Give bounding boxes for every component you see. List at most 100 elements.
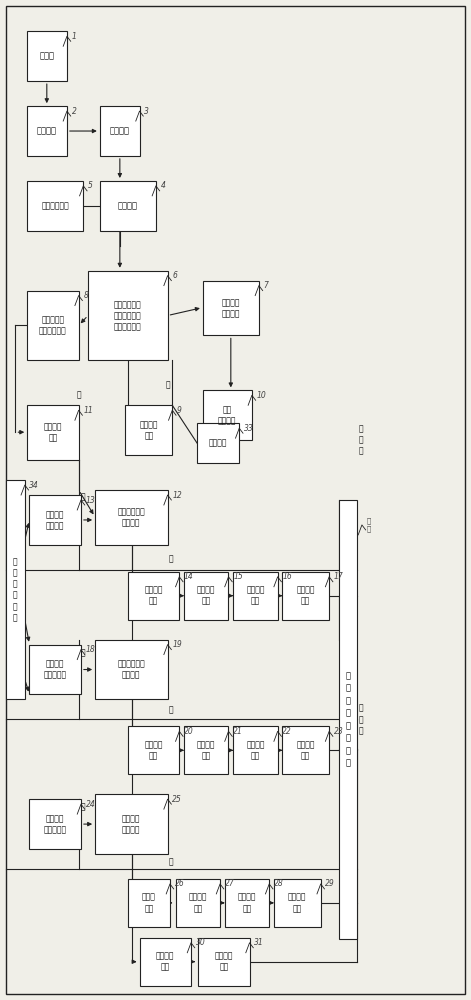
FancyBboxPatch shape [27,181,83,231]
FancyBboxPatch shape [95,490,168,545]
FancyBboxPatch shape [6,480,25,699]
Text: 7: 7 [264,281,268,290]
Text: 6: 6 [172,271,177,280]
Text: 二级常温气液
分离装置: 二级常温气液 分离装置 [117,659,145,680]
Text: 成品收集
装置: 成品收集 装置 [296,586,315,606]
Text: 杂质过滤
装置: 杂质过滤 装置 [238,893,256,913]
Text: 17: 17 [334,572,343,581]
Text: 液: 液 [169,857,173,866]
Text: 一裂解液
体循环装置: 一裂解液 体循环装置 [44,814,67,834]
Text: 12: 12 [172,491,182,500]
Text: 常温接热
装置: 常温接热 装置 [144,740,163,760]
FancyBboxPatch shape [88,271,168,360]
Text: 31: 31 [254,938,264,947]
Text: 26: 26 [175,879,184,888]
Text: 稀疏气液
分离装置: 稀疏气液 分离装置 [122,814,140,834]
Text: 尾气处理
装置: 尾气处理 装置 [156,952,175,972]
Text: 液: 液 [81,648,86,657]
FancyBboxPatch shape [274,879,321,927]
Text: 22: 22 [282,727,292,736]
Text: 28: 28 [274,879,284,888]
FancyBboxPatch shape [184,726,228,774]
Text: 破碎装置: 破碎装置 [37,127,57,136]
FancyBboxPatch shape [282,572,329,620]
FancyBboxPatch shape [27,106,67,156]
Text: 19: 19 [172,640,182,649]
Text: 2: 2 [72,107,76,116]
Text: 恒温裂解龙式
液态导热介质
循环裂解装置: 恒温裂解龙式 液态导热介质 循环裂解装置 [114,300,142,331]
Text: 水分离
装置: 水分离 装置 [142,893,156,913]
Text: 14: 14 [184,572,194,581]
FancyBboxPatch shape [27,31,67,81]
Text: 27: 27 [225,879,235,888]
FancyBboxPatch shape [197,423,239,463]
FancyBboxPatch shape [27,405,79,460]
FancyBboxPatch shape [282,726,329,774]
Text: 杂质过滤
装置: 杂质过滤 装置 [246,586,265,606]
FancyBboxPatch shape [339,500,357,939]
Text: 10: 10 [257,391,266,400]
Text: 导热介质
加热装置: 导热介质 加热装置 [221,298,240,318]
FancyBboxPatch shape [128,572,179,620]
FancyBboxPatch shape [233,726,277,774]
Text: 18: 18 [86,645,96,654]
Text: 21: 21 [233,727,243,736]
Text: 23: 23 [334,727,343,736]
Text: 尾气回收
装置: 尾气回收 装置 [215,952,233,972]
Text: 气: 气 [165,381,170,390]
FancyBboxPatch shape [95,640,168,699]
FancyBboxPatch shape [225,879,269,927]
Text: 气: 气 [76,391,81,400]
Text: 成品收集
装置: 成品收集 装置 [296,740,315,760]
Text: 11: 11 [83,406,93,415]
FancyBboxPatch shape [198,938,250,986]
Text: 液: 液 [169,705,173,714]
Text: 液品中和
装置: 液品中和 装置 [197,586,216,606]
Text: 一级常温气液
分离装置: 一级常温气液 分离装置 [117,507,145,528]
FancyBboxPatch shape [233,572,277,620]
Text: 13: 13 [86,496,96,505]
Text: 破碎装置: 破碎装置 [110,127,130,136]
FancyBboxPatch shape [176,879,220,927]
Text: 29: 29 [325,879,335,888]
Text: 液: 液 [169,554,173,563]
Text: 液体循环式
气体除尘装置: 液体循环式 气体除尘装置 [39,315,67,336]
Text: 液品中和
装置: 液品中和 装置 [197,740,216,760]
FancyBboxPatch shape [27,291,79,360]
Text: 成品收集
装置: 成品收集 装置 [139,420,158,440]
FancyBboxPatch shape [100,181,156,231]
Text: 水
处
理: 水 处 理 [358,425,363,456]
Text: 成
品: 成 品 [366,518,371,532]
Text: 24: 24 [86,800,96,809]
Text: 重组催化
装置: 重组催化 装置 [44,423,62,443]
Text: 一裂解液
体循环装置: 一裂解液 体循环装置 [44,659,67,680]
FancyBboxPatch shape [128,726,179,774]
Text: 液: 液 [81,803,86,812]
FancyBboxPatch shape [203,281,259,335]
Text: 备用气罐: 备用气罐 [209,439,227,448]
FancyBboxPatch shape [184,572,228,620]
FancyBboxPatch shape [100,106,139,156]
FancyBboxPatch shape [125,405,172,455]
Text: 备料台: 备料台 [40,52,55,61]
Text: 液品中和
装置: 液品中和 装置 [188,893,207,913]
Text: 烘干装置: 烘干装置 [118,201,138,210]
Text: 30: 30 [196,938,205,947]
Text: 液: 液 [81,493,86,502]
Text: 杂质过滤
装置: 杂质过滤 装置 [246,740,265,760]
Text: 成
品
油
收
集
水
处
理: 成 品 油 收 集 水 处 理 [345,671,350,768]
Text: 20: 20 [184,727,194,736]
Text: 成品收集
装置: 成品收集 装置 [288,893,307,913]
Text: 33: 33 [244,424,254,433]
FancyBboxPatch shape [30,799,81,849]
FancyBboxPatch shape [95,794,168,854]
Text: 8: 8 [83,291,88,300]
Text: 1: 1 [72,32,76,41]
Text: 15: 15 [233,572,243,581]
FancyBboxPatch shape [30,645,81,694]
Text: 成
品
油: 成 品 油 [358,704,363,735]
FancyBboxPatch shape [139,938,191,986]
Text: 裂
解
出
料
机
构: 裂 解 出 料 机 构 [13,558,18,622]
Text: 9: 9 [177,406,182,415]
Text: 令结
回收装置: 令结 回收装置 [218,405,236,425]
